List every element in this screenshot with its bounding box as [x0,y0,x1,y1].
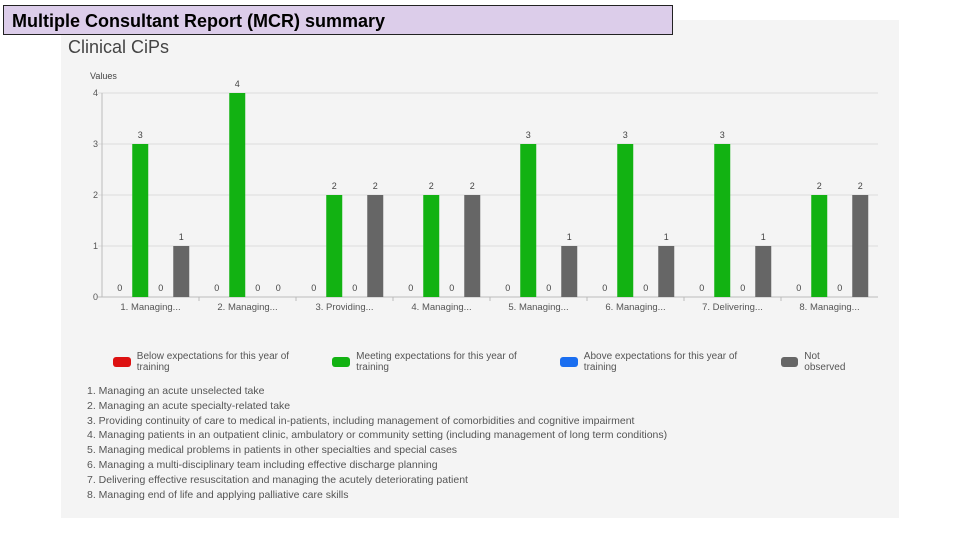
bar-data-label: 0 [505,283,510,293]
bar[interactable] [755,246,772,297]
bar[interactable] [423,195,440,297]
bar[interactable] [520,144,537,297]
bar[interactable] [852,195,869,297]
bar[interactable] [811,195,828,297]
bar-data-label: 0 [255,283,260,293]
legend-swatch-below [113,357,131,367]
bar-data-label: 2 [373,181,378,191]
bar-data-label: 2 [817,181,822,191]
x-tick-label: 3. Providing... [315,302,373,313]
legend-item-meeting[interactable]: Meeting expectations for this year of tr… [332,351,550,373]
bar-group: 0 3 0 1 0 4 0 0 0 2 0 2 0 2 0 2 0 3 0 1 0 3 0 1 0 3 0 1 0 2 0 2 [117,79,869,297]
bar-data-label: 0 [740,283,745,293]
bar-data-label: 0 [276,283,281,293]
x-tick-label: 5. Managing... [508,302,568,313]
legend-swatch-not-observed [780,357,799,367]
bar[interactable] [132,144,149,297]
bar-data-label: 0 [158,283,163,293]
chart-title: Clinical CiPs [68,37,170,57]
bar-data-label: 0 [643,283,648,293]
bar-data-label: 0 [699,283,704,293]
bar[interactable] [326,195,343,297]
category-note: 2. Managing an acute specialty-related t… [87,399,291,412]
category-note: 6. Managing a multi-disciplinary team in… [87,458,438,471]
bar-data-label: 0 [602,283,607,293]
bar-data-label: 0 [352,283,357,293]
bar-data-label: 1 [664,232,669,242]
bar[interactable] [658,246,675,297]
x-tick-label: 7. Delivering... [702,302,763,313]
slide-title: Multiple Consultant Report (MCR) summary [3,5,673,35]
bar[interactable] [714,144,731,297]
category-note: 1. Managing an acute unselected take [87,385,265,397]
bar-data-label: 1 [761,232,766,242]
bar-data-label: 1 [179,232,184,242]
legend-label-below: Below expectations for this year of trai… [136,351,290,373]
bar-data-label: 0 [796,283,801,293]
legend-item-not-observed[interactable]: Not observed [780,351,864,373]
bar[interactable] [229,93,246,297]
category-note: 5. Managing medical problems in patients… [87,444,458,457]
y-tick-label: 2 [93,190,98,200]
bar-data-label: 0 [117,283,122,293]
category-key-list: 1. Managing an acute unselected take 2. … [87,384,667,502]
x-tick-label: 4. Managing... [411,302,471,313]
bar-data-label: 4 [235,79,240,89]
bar[interactable] [617,144,634,297]
bar-data-label: 3 [138,130,143,140]
category-note: 8. Managing end of life and applying pal… [87,488,349,501]
legend-swatch-meeting [332,357,351,367]
bar[interactable] [561,246,578,297]
x-tick-label: 1. Managing... [120,302,180,313]
grid-lines: 0 1 2 3 4 1. Managing... 2. Managing... 3. Prov… [93,88,878,313]
legend-label-not-observed: Not observed [804,351,846,373]
legend-item-below[interactable]: Below expectations for this year of trai… [113,351,322,373]
category-note: 4. Managing patients in an outpatient cl… [87,429,668,442]
category-note: 7. Delivering effective resuscitation an… [87,473,468,486]
bar-data-label: 2 [858,181,863,191]
bar-data-label: 2 [470,181,475,191]
bar[interactable] [173,246,190,297]
bar-data-label: 0 [408,283,413,293]
bar[interactable] [367,195,384,297]
bar-data-label: 0 [449,283,454,293]
y-tick-label: 3 [93,139,98,149]
y-tick-label: 0 [93,292,98,302]
bar-data-label: 0 [546,283,551,293]
bar-chart: Values 0 1 2 3 4 1. Managing... 2. Managing...… [90,71,878,313]
bar-data-label: 2 [429,181,434,191]
bar-data-label: 0 [214,283,219,293]
legend-label-above: Above expectations for this year of trai… [583,351,738,373]
bar-data-label: 0 [837,283,842,293]
y-tick-label: 4 [93,88,98,98]
x-tick-label: 8. Managing... [799,302,859,313]
y-tick-label: 1 [93,241,98,251]
legend-swatch-above [560,357,578,367]
y-axis-label: Values [90,71,117,81]
category-note: 3. Providing continuity of care to medic… [87,414,635,427]
bar-data-label: 2 [332,181,337,191]
legend-label-meeting: Meeting expectations for this year of tr… [356,351,517,373]
bar[interactable] [464,195,481,297]
bar-data-label: 3 [526,130,531,140]
x-tick-label: 6. Managing... [605,302,665,313]
chart-legend: Below expectations for this year of trai… [113,351,873,373]
bar-data-label: 3 [623,130,628,140]
bar-data-label: 3 [720,130,725,140]
bar-data-label: 1 [567,232,572,242]
bar-data-label: 0 [311,283,316,293]
legend-item-above[interactable]: Above expectations for this year of trai… [560,351,770,373]
x-tick-label: 2. Managing... [217,302,277,313]
